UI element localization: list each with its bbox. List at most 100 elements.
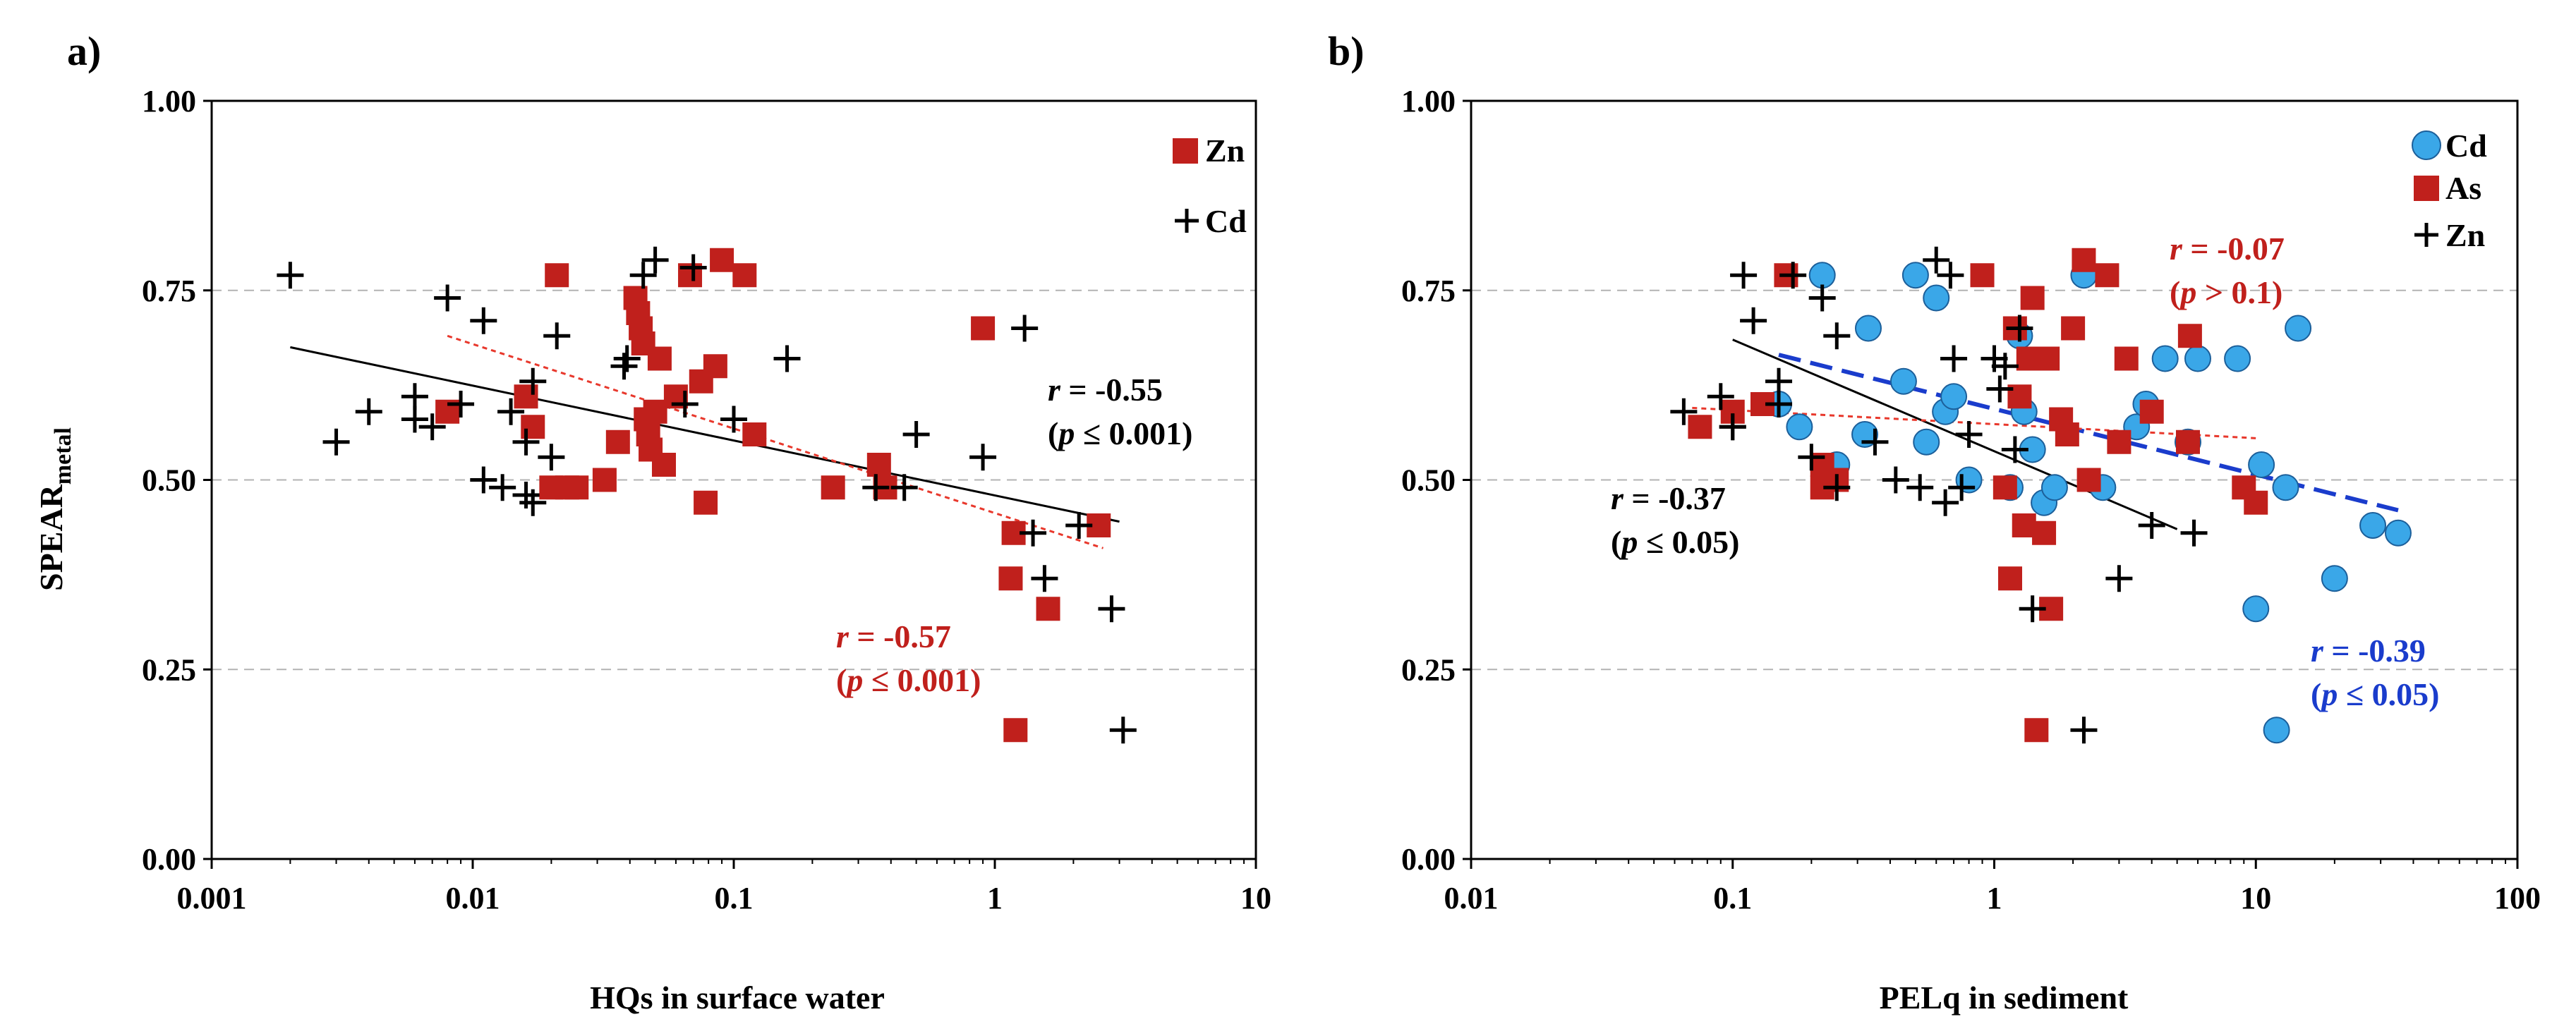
legend-as-label: As [2445,170,2481,206]
point-as [2072,248,2096,272]
point-cd [401,406,428,433]
point-cd [1923,284,1950,312]
y-tick-label: 0.50 [1401,463,1456,498]
point-cd [2040,474,2068,501]
legend-cd-label: Cd [2445,128,2487,164]
point-cd [1940,383,1968,410]
point-cd [1889,367,1917,395]
point-as [2024,718,2049,743]
x-tick-label: 10 [1240,881,1271,915]
point-as [2175,429,2200,454]
point-zn [592,468,617,492]
panel-a-points [277,246,1137,744]
panel-b-x-ticks: 0.01 0.1 1 10 100 [1444,859,2541,915]
point-zn [1991,353,2019,380]
point-as [1993,475,2017,500]
x-tick-label: 100 [2494,881,2541,915]
panel-b-annotation-as: r = -0.07 (p > 0.1) [2170,231,2285,310]
point-zn [647,346,672,371]
svg-text:(p ≤ 0.001): (p ≤ 0.001) [836,662,981,698]
point-cd [773,345,801,372]
annot-p-text: ≤ 0.05) [1638,524,1739,560]
panel-b-annotation-zn: r = -0.37 (p ≤ 0.05) [1611,480,1739,560]
legend-zn-marker [2414,223,2438,247]
point-cd [2272,474,2299,501]
point-zn [1707,383,1734,410]
svg-text:(p ≤ 0.05): (p ≤ 0.05) [1611,524,1739,560]
point-zn [1808,284,1836,312]
point-zn [1730,262,1758,289]
point-cd [1901,262,1929,289]
panel-b-points [1670,246,2412,744]
svg-text:(p ≤ 0.05): (p ≤ 0.05) [2311,676,2439,712]
point-as [1998,566,2023,591]
panel-a-x-axis-title: HQs in surface water [590,980,885,1016]
panel-b-x-axis-title: PELq in sediment [1880,980,2129,1016]
point-zn [651,453,676,477]
x-tick-label: 0.01 [446,881,500,915]
y-axis-title-main: SPEAR [33,484,69,591]
point-zn [1932,489,1959,516]
annot-r-symbol: r [836,618,849,654]
point-zn [1823,474,1851,501]
y-tick-label: 1.00 [142,84,196,118]
panel-a-y-axis-title: SPEARmetal [33,427,76,591]
point-cd [2384,519,2412,547]
panel-a-label: a) [67,28,101,74]
annot-r-symbol: r [2170,231,2183,267]
point-as [2139,399,2164,424]
point-zn [545,263,569,288]
point-cd [890,474,918,501]
point-cd [512,428,540,456]
panel-a-annotation-zn: r = -0.57 (p ≤ 0.001) [836,618,981,698]
point-cd [2263,717,2290,744]
point-as [2032,520,2057,545]
point-zn [1906,474,1934,501]
y-tick-label: 0.00 [1401,842,1456,877]
point-cd [418,413,446,441]
point-zn [1948,474,1976,501]
point-zn [1823,322,1851,350]
point-zn [2019,595,2046,623]
panel-b-y-ticks: 0.00 0.25 0.50 0.75 1.00 [1401,84,1471,877]
annot-p-symbol: p [844,662,863,698]
annot-r-symbol: r [2311,633,2324,669]
fit-line-zn [447,334,1104,549]
point-cd [401,383,428,410]
x-tick-label: 10 [2240,881,2271,915]
point-zn [1923,246,1950,274]
annot-p-symbol: p [1619,524,1638,560]
point-zn [998,566,1023,591]
point-cd [613,345,641,372]
legend-cd-marker [1175,209,1199,233]
y-tick-label: 0.50 [142,463,196,498]
annot-p-text: > 0.1) [2196,274,2282,310]
point-cd [1786,413,1813,441]
point-cd [2248,451,2275,478]
point-as [1688,415,1712,439]
y-tick-label: 0.75 [1401,274,1456,308]
annot-r-symbol: r [1611,480,1624,516]
svg-text:r = -0.55: r = -0.55 [1048,372,1163,408]
point-cd [720,406,747,433]
panel-a-fit-lines [290,334,1120,549]
annot-r-value: = -0.07 [2182,231,2285,267]
point-cd [543,322,571,350]
point-zn [694,490,718,515]
y-axis-title-subscript: metal [50,427,76,485]
point-cd [322,428,350,456]
legend-zn-label: Zn [2445,217,2485,253]
point-zn [710,248,734,272]
svg-text:r = -0.37: r = -0.37 [1611,480,1726,516]
point-as [2036,346,2060,371]
svg-text:(p > 0.1): (p > 0.1) [2170,274,2282,310]
legend-zn-label: Zn [1205,133,1245,169]
point-cd [862,474,890,501]
point-cd [1031,565,1058,592]
point-cd [489,474,516,501]
point-as [2076,468,2101,492]
point-zn [1882,466,1909,494]
point-cd [277,262,304,289]
point-as [2061,316,2086,341]
x-tick-label: 0.1 [715,881,754,915]
